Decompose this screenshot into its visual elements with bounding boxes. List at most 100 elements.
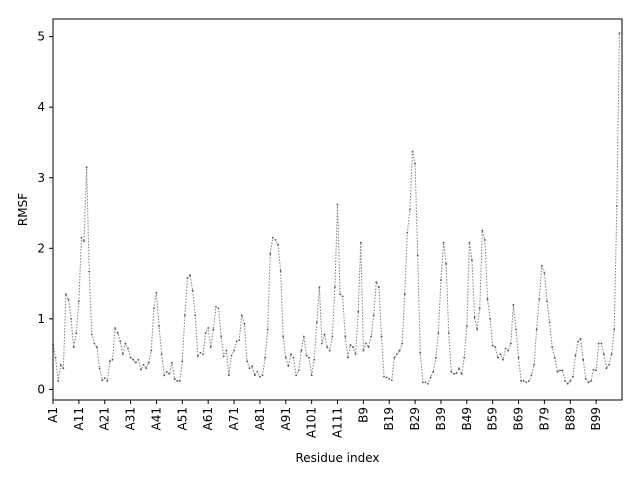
data-point — [300, 349, 303, 352]
data-point — [507, 349, 510, 352]
data-point — [401, 342, 404, 345]
data-point — [442, 241, 445, 244]
x-tick-label: B29 — [408, 407, 422, 431]
data-point — [313, 358, 316, 361]
data-point — [354, 353, 357, 356]
data-point — [569, 380, 572, 382]
data-point — [383, 375, 385, 378]
data-point — [344, 335, 347, 338]
data-point — [471, 259, 473, 262]
data-point — [308, 356, 310, 359]
data-point — [106, 380, 109, 382]
data-point — [571, 375, 574, 378]
data-point — [225, 349, 228, 352]
data-point — [605, 367, 608, 370]
data-point — [331, 335, 334, 338]
data-point — [248, 367, 251, 370]
data-point — [530, 374, 533, 377]
data-point — [489, 317, 491, 320]
data-point — [292, 356, 295, 359]
data-point — [259, 375, 261, 378]
y-tick-label: 5 — [37, 30, 45, 44]
data-point — [70, 317, 72, 320]
data-point — [124, 342, 127, 345]
data-point — [109, 360, 111, 363]
data-point — [372, 314, 375, 317]
data-point — [458, 367, 460, 370]
data-point — [217, 307, 220, 310]
data-point — [359, 241, 362, 244]
series-layer — [52, 32, 621, 385]
data-point — [171, 361, 173, 364]
data-point — [155, 291, 158, 294]
data-point — [346, 356, 349, 359]
data-point — [546, 300, 548, 303]
data-point — [75, 332, 78, 334]
data-point — [429, 376, 432, 379]
x-axis: A1 A11 A21 A31 A41 A51 A61 A71 A81 A91 A101 A111 B9 B… — [46, 400, 603, 438]
data-point — [388, 377, 391, 380]
data-point — [553, 356, 556, 359]
data-point — [235, 340, 238, 343]
data-point — [434, 356, 437, 359]
data-point — [290, 353, 292, 356]
data-point — [406, 231, 409, 234]
y-tick-label: 1 — [37, 312, 45, 326]
x-tick-label: A101 — [305, 407, 319, 438]
data-point — [538, 298, 541, 301]
data-point — [305, 354, 308, 357]
data-point — [385, 376, 388, 379]
data-point — [207, 327, 210, 329]
x-tick-label: B69 — [512, 407, 526, 431]
data-point — [80, 236, 83, 239]
data-point — [440, 279, 442, 281]
data-point — [517, 356, 520, 359]
x-tick-label: B99 — [589, 407, 603, 431]
data-point — [535, 328, 538, 331]
data-point — [393, 356, 396, 359]
data-point — [150, 349, 153, 352]
data-point — [101, 379, 104, 382]
data-point — [318, 286, 321, 289]
y-tick-label: 2 — [37, 241, 45, 255]
data-point — [367, 346, 370, 348]
data-point — [597, 342, 600, 345]
data-point — [114, 327, 116, 329]
data-point — [284, 356, 287, 359]
data-point — [336, 203, 339, 206]
data-point — [204, 332, 207, 334]
data-point — [551, 346, 554, 348]
data-point — [463, 356, 466, 359]
data-point — [491, 344, 494, 347]
data-point — [129, 356, 132, 359]
data-point — [579, 337, 582, 340]
data-point — [116, 332, 119, 334]
data-point — [375, 281, 378, 284]
data-point — [481, 229, 484, 232]
data-point — [191, 289, 194, 292]
data-point — [411, 150, 414, 153]
data-point — [610, 353, 613, 356]
data-point — [543, 272, 546, 274]
data-point — [212, 328, 215, 331]
data-point — [540, 265, 543, 267]
data-point — [566, 382, 569, 385]
data-point — [238, 339, 241, 341]
data-point — [522, 380, 525, 382]
data-point — [473, 316, 476, 319]
data-point — [227, 374, 230, 377]
data-point — [90, 333, 93, 336]
data-point — [96, 346, 98, 348]
data-point — [323, 333, 326, 336]
data-point — [437, 332, 440, 334]
data-point — [246, 360, 248, 363]
data-point — [54, 356, 57, 359]
data-point — [209, 346, 212, 348]
data-point — [111, 358, 114, 361]
data-point — [556, 370, 559, 373]
x-tick-label: B89 — [563, 407, 577, 431]
data-point — [103, 377, 106, 380]
data-point — [134, 361, 137, 364]
data-point — [215, 305, 217, 308]
data-point — [512, 303, 515, 306]
